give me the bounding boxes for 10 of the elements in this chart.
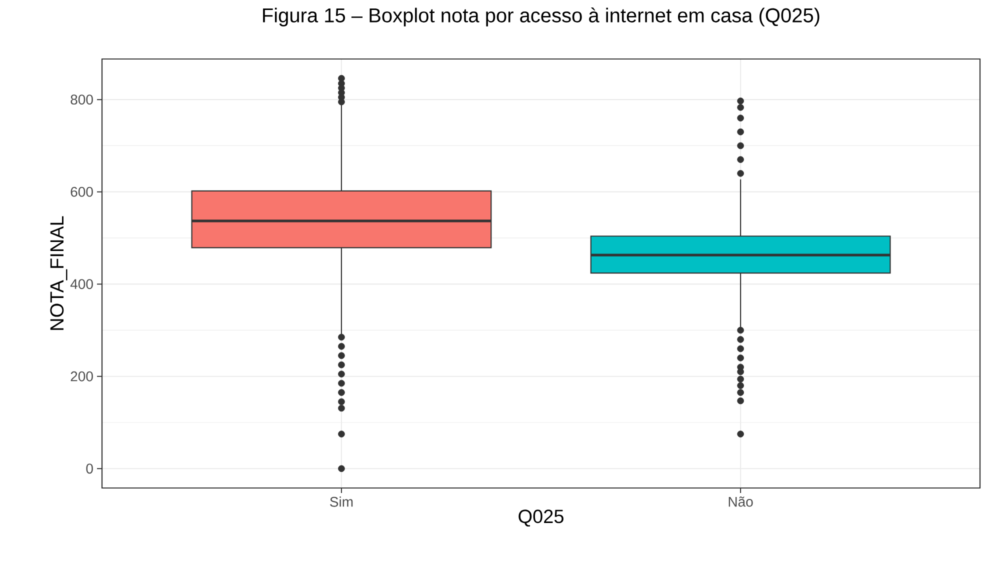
x-tick-label: Sim: [330, 496, 353, 507]
y-tick-label: 200: [70, 371, 93, 382]
y-tick-label: 600: [70, 186, 93, 197]
y-tick-label: 0: [86, 464, 93, 474]
chart-title: Figura 15 – Boxplot nota por acesso à internet em casa (Q025): [263, 8, 820, 26]
y-axis-title: NOTA_FINAL: [50, 216, 68, 330]
x-tick-label: Não: [728, 496, 753, 507]
y-tick-label: 800: [70, 94, 93, 105]
y-tick-label: 400: [70, 279, 93, 290]
x-axis-title: Q025: [518, 510, 564, 527]
